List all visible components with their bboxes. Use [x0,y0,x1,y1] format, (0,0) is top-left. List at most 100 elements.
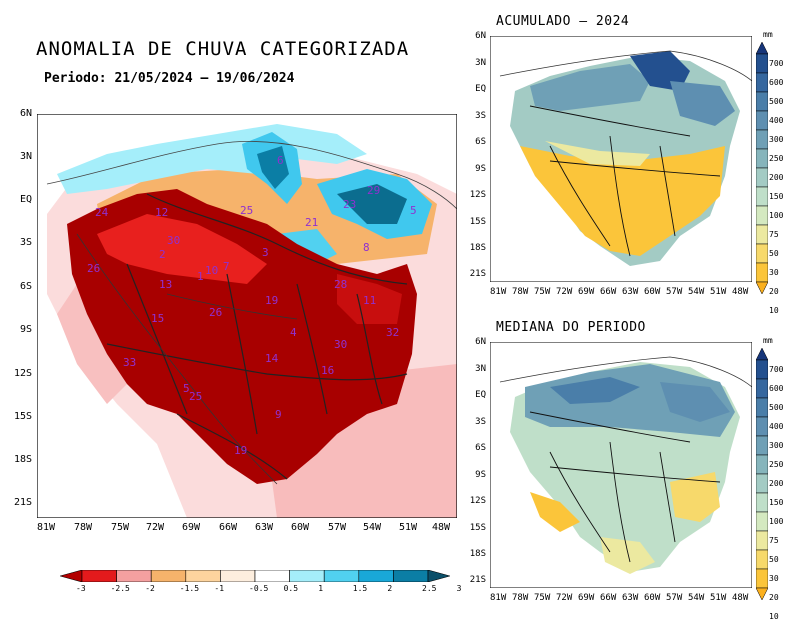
colorbar-label: 30 [769,267,779,277]
basin-label: 23 [343,198,357,211]
acumulado-y-tick: 6S [475,137,486,147]
basin-label: 12 [155,206,169,219]
colorbar-segment [150,570,187,582]
acumulado-y-tick: 3N [475,58,486,68]
main-y-tick: 12S [13,368,32,379]
basin-label: 1 [197,270,204,283]
colorbar-segment [185,570,221,582]
mediana-x-tick: 66W [600,593,617,603]
acumulado-x-tick: 72W [556,287,573,297]
colorbar-label: 300 [769,134,784,144]
colorbar-label: -2 [145,584,155,593]
colorbar-label: 400 [769,421,784,431]
colorbar-label: 50 [769,554,779,564]
acumulado-y-tick: 3S [475,111,486,121]
acumulado-x-tick: 81W [490,287,507,297]
mediana-x-tick: 78W [512,593,529,603]
basin-label: 28 [334,278,348,291]
acumulado-y-tick: 6N [475,31,486,41]
main-y-tick: 18S [13,454,32,465]
basin-label: 13 [159,278,173,291]
mediana-y-tick: 18S [469,549,486,559]
acumulado-y-tick: 12S [469,190,486,200]
main-x-tick: 57W [328,522,347,533]
basin-label: 25 [240,204,254,217]
colorbar-label: 0.5 [283,584,299,593]
basin-label: 6 [277,154,284,167]
colorbar-segment [756,167,768,188]
colorbar-label: 300 [769,440,784,450]
colorbar-label: 150 [769,191,784,201]
main-map-period: Periodo: 21/05/2024 – 19/06/2024 [44,71,295,86]
colorbar-label: 75 [769,229,779,239]
acumulado-x-tick: 51W [710,287,727,297]
mediana-y-tick: EQ [475,390,486,400]
colorbar-segment [756,511,768,532]
colorbar-segment [116,570,152,582]
colorbar-segment [756,91,768,112]
mediana-y-tick: 12S [469,496,486,506]
acumulado-x-tick: 69W [578,287,595,297]
colorbar-segment [756,186,768,207]
acumulado-x-tick: 54W [688,287,705,297]
colorbar-segment [756,348,768,361]
colorbar-label: 100 [769,516,784,526]
colorbar-segment [756,224,768,245]
main-x-tick: 69W [182,522,201,533]
colorbar-segment [756,359,768,380]
mediana-colorbar [756,348,768,600]
colorbar-label: -2.5 [110,584,130,593]
acumulado-x-tick: 57W [666,287,683,297]
mediana-y-tick: 21S [469,575,486,585]
colorbar-segment [393,570,429,582]
colorbar-label: 30 [769,573,779,583]
basin-label: 8 [363,241,370,254]
mediana-x-tick: 48W [732,593,749,603]
colorbar-label: 50 [769,248,779,258]
colorbar-segment [81,570,117,582]
colorbar-segment [289,570,325,582]
basin-label: 19 [234,444,248,457]
basin-label: 26 [209,306,223,319]
colorbar-segment [756,42,768,55]
mediana-y-tick: 15S [469,523,486,533]
main-x-tick: 60W [291,522,310,533]
basin-label: 14 [265,352,279,365]
basin-label: 10 [205,264,219,277]
colorbar-segment [756,148,768,169]
main-x-tick: 63W [255,522,274,533]
colorbar-segment [756,281,768,294]
colorbar-segment [756,397,768,418]
basin-label: 19 [265,294,279,307]
basin-label: 15 [151,312,165,325]
colorbar-label: -1.5 [179,584,200,593]
colorbar-label: 250 [769,153,784,163]
acumulado-y-tick: EQ [475,84,486,94]
colorbar-segment [220,570,256,582]
basin-label: 30 [167,234,181,247]
colorbar-segment [756,568,768,589]
colorbar-label: 150 [769,497,784,507]
colorbar-label: 10 [769,611,779,621]
mediana-x-tick: 57W [666,593,683,603]
colorbar-label: 3 [456,584,462,593]
mediana-y-tick: 3S [475,417,486,427]
basin-label: 32 [386,326,400,339]
acumulado-title: ACUMULADO – 2024 [496,14,630,29]
basin-label: 11 [363,294,377,307]
main-y-tick: 3S [19,237,32,248]
mediana-x-tick: 81W [490,593,507,603]
acumulado-x-tick: 48W [732,287,749,297]
acumulado-y-tick: 9S [475,164,486,174]
colorbar-label: -0.5 [249,584,269,593]
basin-label: 5 [410,204,417,217]
colorbar-segment [756,416,768,437]
main-x-tick: 54W [363,522,382,533]
acumulado-colorbar-labels: 700 600 500 400 300 250 200 150 100 75 50 30 20 10 [769,42,797,315]
main-y-tick: 15S [13,411,32,422]
main-x-tick: 72W [146,522,165,533]
colorbar-label: 100 [769,210,784,220]
colorbar-label: 1.5 [352,584,368,593]
colorbar-segment [756,262,768,283]
acumulado-map [490,36,752,282]
